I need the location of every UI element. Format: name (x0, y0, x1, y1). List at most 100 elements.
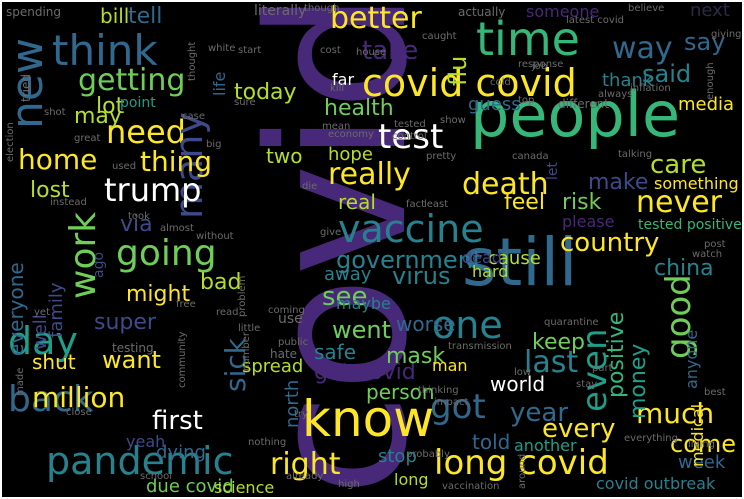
word-vaccine: vaccine (338, 207, 484, 251)
word-care: care (650, 150, 707, 180)
word-public: public (278, 337, 309, 348)
word-hate: hate (270, 347, 298, 361)
word-canada: canada (512, 151, 549, 162)
word-covid-covid: covid covid (362, 61, 577, 105)
word-free: free (176, 299, 196, 310)
word-super: super (94, 310, 156, 335)
word-job: job (532, 61, 548, 72)
word-kill: kill (330, 83, 345, 94)
word-money: money (626, 343, 651, 419)
word-already: already (286, 471, 324, 482)
word-actually: actually (458, 5, 506, 19)
word-little: little (238, 323, 261, 334)
word-dead: dead (462, 248, 502, 267)
word-north: north (282, 379, 303, 428)
word-cost: cost (320, 45, 341, 56)
word-try: try (294, 409, 308, 420)
word-might: might (126, 282, 191, 307)
word-election: election (5, 122, 16, 162)
word-without: without (196, 231, 234, 242)
word-though: though (304, 3, 340, 14)
word-cold: cold (490, 77, 511, 88)
word-man: man (432, 356, 468, 375)
word-next: next (690, 2, 730, 21)
word-close: close (66, 407, 92, 418)
word-literally: literally (254, 3, 307, 19)
word-well: well (30, 314, 51, 350)
word-someone: someone (526, 2, 600, 21)
word-nothing: nothing (248, 437, 287, 448)
word-show: show (440, 115, 466, 126)
word-time: time (476, 12, 580, 66)
word-thing: thing (140, 145, 213, 178)
word-tested: tested (394, 119, 426, 130)
word-community: community (177, 331, 188, 388)
word-hard: hard (472, 262, 509, 281)
word-testing: testing (112, 341, 154, 355)
word-due-covid: due covid (146, 476, 234, 497)
word-first: first (152, 406, 203, 436)
word-school: school (140, 471, 173, 482)
word-really: really (328, 157, 411, 192)
word-far: far (332, 70, 355, 89)
word-bill: bill (100, 4, 130, 28)
word-last: last (524, 345, 579, 380)
word-believe: believe (628, 3, 665, 14)
word-come: come (670, 430, 737, 458)
word-took: took (128, 211, 150, 222)
word-used: used (112, 161, 137, 172)
word-way: way (612, 31, 673, 66)
word-stop: stop (378, 446, 417, 467)
word-today: today (234, 80, 297, 105)
word-pandemic: pandemic (46, 439, 234, 483)
word-may: may (74, 104, 122, 129)
word-made: made (15, 367, 26, 396)
word-impact: impact (434, 397, 469, 408)
word-living: living (688, 439, 715, 450)
word-bad: bad (200, 270, 242, 295)
word-vaccination: vaccination (442, 481, 500, 492)
word-right: right (270, 447, 341, 482)
word-great: great (74, 133, 101, 144)
word-told: told (472, 430, 511, 454)
word-got: got (430, 387, 486, 427)
word-latest-covid: latest covid (566, 15, 624, 26)
word-think: think (52, 26, 158, 75)
word-got-covid: got covid (314, 360, 416, 385)
word-via: via (120, 212, 153, 237)
word-positive: positive (604, 311, 629, 398)
word-use: use (278, 311, 303, 327)
word-point: point (120, 95, 156, 111)
word-safe: safe (314, 340, 357, 364)
word-year: year (510, 398, 569, 428)
word-million: million (32, 381, 126, 414)
word-away: away (324, 264, 372, 285)
word-giving: giving (711, 29, 742, 40)
word-medical: medical (688, 403, 707, 467)
word-long: long (394, 470, 429, 489)
word-science: science (214, 478, 275, 497)
word-thinking: thinking (418, 385, 459, 396)
word-post: post (704, 239, 726, 250)
word-cause: cause (488, 248, 541, 269)
word-case: case (182, 111, 205, 122)
word-much: much (636, 397, 715, 430)
word-top: top (518, 95, 535, 106)
word-covid-outbreak: covid outbreak (596, 474, 716, 493)
word-guess: guess (468, 94, 521, 115)
word-government: government (336, 246, 483, 274)
word-thank: thank (602, 70, 654, 91)
word-control: control (392, 131, 427, 142)
word-watch: watch (692, 249, 723, 260)
word-virus: virus (392, 262, 451, 290)
word-almost: almost (160, 223, 194, 234)
word-read: read (216, 307, 239, 318)
word-back: back (8, 379, 94, 420)
word-person: person (366, 380, 435, 404)
word-spread: spread (242, 356, 304, 377)
word-home: home (18, 143, 98, 176)
word-flu: flu (444, 55, 472, 86)
word-mean: mean (322, 121, 351, 132)
word-sure: sure (234, 97, 256, 108)
